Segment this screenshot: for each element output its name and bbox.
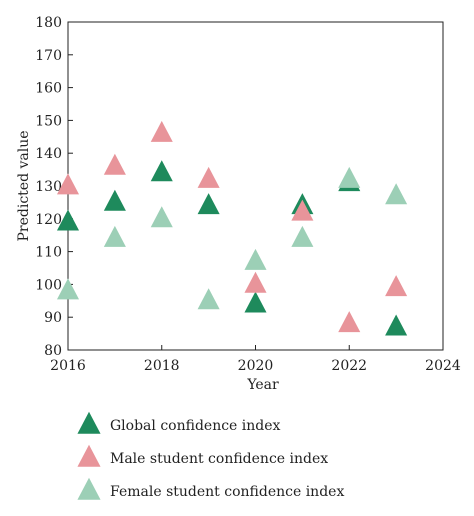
- y-tick-label: 120: [35, 212, 62, 228]
- data-point-series-1: [385, 314, 408, 336]
- data-point-series-2: [291, 199, 314, 221]
- x-tick-label: 2022: [331, 358, 367, 374]
- data-point-series-2: [385, 275, 408, 297]
- x-tick-label: 2016: [50, 358, 86, 374]
- y-tick-label: 110: [35, 245, 62, 261]
- data-point-series-1: [244, 291, 267, 313]
- legend-label-3: Female student confidence index: [110, 484, 344, 500]
- data-point-series-3: [244, 248, 267, 270]
- data-point-series-2: [244, 271, 267, 293]
- data-point-series-2: [338, 311, 361, 333]
- y-tick-label: 130: [35, 179, 62, 195]
- y-tick-label: 140: [35, 146, 62, 162]
- x-axis-title: Year: [246, 377, 279, 393]
- data-point-series-1: [56, 209, 80, 231]
- data-point-series-3: [56, 278, 80, 300]
- legend-marker-3: [77, 477, 101, 500]
- y-tick-label: 160: [35, 81, 62, 97]
- data-point-series-3: [338, 166, 361, 188]
- y-tick-label: 180: [35, 15, 62, 31]
- data-points: [56, 120, 408, 336]
- legend: Global confidence index Male student conf…: [77, 411, 344, 500]
- y-tick-label: 100: [35, 277, 62, 293]
- data-point-series-3: [291, 225, 314, 247]
- data-point-series-2: [197, 166, 220, 188]
- y-tick-label: 80: [44, 343, 62, 359]
- data-point-series-2: [103, 153, 126, 175]
- y-tick-label: 150: [35, 113, 62, 129]
- data-point-series-1: [197, 193, 220, 215]
- legend-label-2: Male student confidence index: [110, 451, 328, 467]
- legend-marker-1: [77, 411, 101, 434]
- data-point-series-1: [103, 189, 126, 211]
- data-point-series-1: [150, 160, 173, 182]
- x-tick-label: 2024: [425, 358, 461, 374]
- data-point-series-3: [150, 206, 173, 228]
- legend-label-1: Global confidence index: [110, 418, 281, 434]
- data-point-series-3: [197, 288, 220, 310]
- data-point-series-3: [385, 183, 408, 205]
- y-axis-title: Predicted value: [16, 130, 32, 241]
- data-point-series-2: [150, 120, 173, 142]
- y-tick-label: 90: [44, 310, 62, 326]
- plot-area: 80 90 100 110 120 130 140 150 160 170 180 2016 2018 2…: [35, 15, 461, 374]
- x-tick-label: 2020: [238, 358, 274, 374]
- data-point-series-3: [103, 225, 126, 247]
- data-point-series-2: [56, 173, 80, 195]
- y-tick-label: 170: [35, 48, 62, 64]
- x-tick-label: 2018: [144, 358, 180, 374]
- legend-marker-2: [77, 444, 101, 467]
